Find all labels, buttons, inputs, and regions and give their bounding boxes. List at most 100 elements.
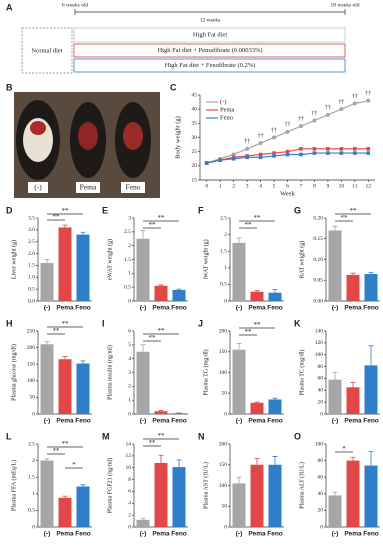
- bar: [136, 238, 150, 301]
- x-tick-label: (-): [44, 305, 51, 312]
- point: [312, 151, 317, 155]
- y-tick-label: 10: [126, 465, 132, 471]
- panel-label: B: [6, 82, 13, 92]
- y-tick-label: 150: [27, 361, 36, 367]
- y-tick-label: 50: [222, 391, 228, 397]
- error-bar: [80, 484, 86, 487]
- x-tick-label: 10: [339, 183, 345, 189]
- y-axis-label: Plasma FGF21 (ng/ml): [106, 458, 113, 513]
- point: [325, 112, 330, 117]
- error-bar: [272, 397, 278, 400]
- y-tick-label: 3: [128, 370, 131, 376]
- x-tick-label: 1: [219, 183, 222, 189]
- y-tick-label: 120: [315, 340, 324, 346]
- y-tick-label: 150: [219, 462, 228, 468]
- y-tick-label: 0: [224, 524, 227, 530]
- x-tick-label: 2: [232, 183, 235, 189]
- x-tick-label: (-): [140, 305, 147, 312]
- y-tick-label: 6: [128, 489, 131, 495]
- significance: **: [254, 214, 262, 222]
- x-tick-label: Pema: [152, 305, 170, 312]
- y-axis-label: Plasma insulin (ng/ml): [106, 345, 113, 400]
- x-tick-label: Feno: [267, 531, 283, 538]
- error-bar: [140, 344, 146, 352]
- error-bar: [176, 288, 182, 290]
- error-bar: [272, 288, 278, 293]
- point: [352, 101, 357, 106]
- error-bar: [62, 224, 68, 228]
- point: [285, 149, 290, 154]
- legend-label: Pema: [220, 106, 235, 113]
- y-tick-label: 80: [318, 458, 324, 464]
- significance: **: [62, 440, 70, 448]
- y-tick-label: 0.00: [313, 298, 323, 304]
- y-tick-label: 100: [315, 352, 324, 358]
- y-tick-label: 0.10: [313, 257, 323, 263]
- significance: **: [158, 214, 166, 222]
- y-tick-label: 2.5: [28, 239, 35, 245]
- point: [272, 151, 276, 155]
- timeline-label: 6 weeks old: [62, 2, 89, 8]
- x-tick-label: (-): [236, 305, 243, 312]
- bar: [76, 234, 90, 301]
- error-bar: [158, 454, 164, 463]
- error-bar: [44, 458, 50, 461]
- timeline-label: 18 weeks old: [330, 2, 359, 8]
- point: [258, 152, 263, 157]
- x-tick-label: Feno: [171, 305, 187, 312]
- significance: **: [149, 439, 157, 447]
- panel-label: D: [6, 205, 13, 215]
- panel-label: K: [294, 318, 301, 328]
- bar: [76, 363, 90, 414]
- bar: [346, 460, 360, 527]
- group-box: [73, 43, 346, 58]
- x-tick-label: Feno: [363, 305, 379, 312]
- y-tick-label: 5: [128, 342, 131, 348]
- point: [285, 152, 290, 157]
- normal-box: [21, 27, 73, 74]
- bar: [268, 292, 282, 301]
- label-bg: [76, 182, 100, 193]
- annotation: ††: [311, 111, 317, 117]
- error-bar: [236, 476, 242, 484]
- y-tick-label: 0: [32, 411, 35, 417]
- y-tick-label: 0.5: [28, 286, 35, 292]
- mouse-liver: [123, 122, 143, 150]
- significance: **: [254, 321, 262, 329]
- y-tick-label: 25: [192, 149, 198, 155]
- bar: [58, 359, 72, 414]
- significance: **: [245, 221, 253, 229]
- point: [353, 147, 357, 151]
- y-tick-label: 0.15: [313, 236, 323, 242]
- point: [339, 107, 344, 112]
- significance: **: [350, 207, 358, 215]
- error-bar: [332, 372, 338, 380]
- annotation: ††: [244, 139, 250, 145]
- y-tick-label: 2: [224, 232, 227, 238]
- point: [231, 156, 236, 161]
- annotation: ††: [271, 128, 277, 134]
- point: [339, 151, 344, 155]
- error-bar: [44, 341, 50, 345]
- annotation: ††: [352, 94, 358, 100]
- y-axis-label: Liver weight (g): [10, 240, 17, 279]
- y-tick-label: 2.0: [28, 251, 35, 257]
- x-tick-label: Feno: [363, 531, 379, 538]
- bar: [328, 230, 342, 301]
- mouse-liver: [30, 121, 46, 135]
- y-tick-label: 50: [30, 395, 36, 401]
- point: [339, 147, 344, 151]
- error-bar: [368, 271, 374, 275]
- x-tick-label: Pema: [248, 531, 266, 538]
- error-bar: [158, 284, 164, 286]
- y-axis-label: Body weight (g): [174, 116, 181, 159]
- y-tick-label: 0.05: [313, 278, 323, 284]
- y-tick-label: 20: [318, 399, 324, 405]
- y-tick-label: 2.5: [28, 441, 35, 447]
- error-bar: [332, 225, 338, 231]
- y-tick-label: 60: [318, 474, 324, 480]
- x-tick-label: Pema: [344, 531, 362, 538]
- point: [366, 151, 371, 155]
- panel-label: I: [102, 318, 105, 328]
- error-bar: [254, 290, 260, 292]
